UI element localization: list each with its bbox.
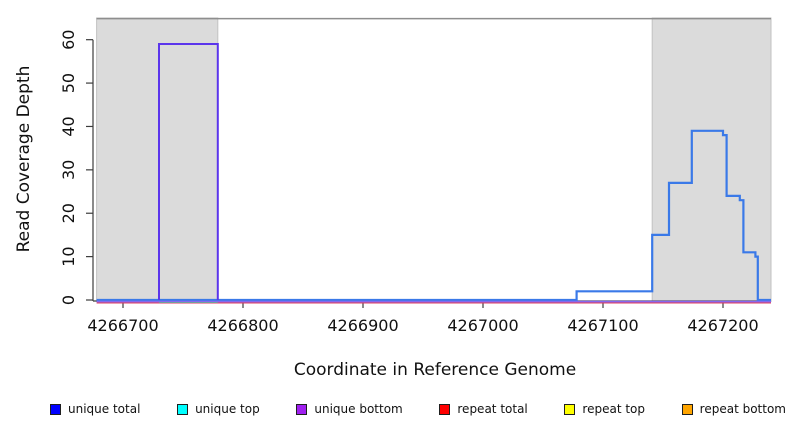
x-axis-title: Coordinate in Reference Genome (293, 360, 577, 380)
legend-item-repeat-bottom: repeat bottom (681, 402, 786, 416)
x-tick-label: 4267100 (567, 316, 638, 335)
y-tick-label: 10 (59, 246, 78, 266)
x-tick-label: 4266700 (87, 316, 158, 335)
unique-bottom-swatch-icon (296, 403, 308, 415)
legend: unique total unique top unique bottom repea… (50, 400, 786, 418)
legend-item-unique-top: unique top (177, 402, 260, 416)
y-tick-label: 50 (59, 73, 78, 93)
legend-item-repeat-top: repeat top (564, 402, 645, 416)
legend-item-unique-total: unique total (50, 402, 140, 416)
legend-label: unique top (195, 402, 260, 416)
legend-label: repeat bottom (699, 402, 786, 416)
legend-item-unique-bottom: unique bottom (296, 402, 403, 416)
legend-label: unique bottom (314, 402, 403, 416)
unique-total-swatch-icon (50, 403, 61, 415)
y-axis-title: Read Coverage Depth (14, 65, 34, 253)
x-tick-label: 4266900 (327, 316, 398, 335)
y-tick-label: 40 (59, 116, 78, 136)
right-gray-region (651, 17, 772, 302)
x-tick-label: 4266800 (207, 316, 278, 335)
legend-label: repeat total (457, 402, 528, 416)
series-line-unique-bottom-peak (158, 43, 219, 300)
x-tick-label: 4267000 (447, 316, 518, 335)
y-tick-label: 0 (59, 295, 78, 305)
legend-label: unique total (68, 402, 141, 416)
legend-label: repeat top (582, 402, 646, 416)
y-tick-label: 20 (59, 203, 78, 223)
repeat-bottom-swatch-icon (681, 403, 693, 415)
repeat-total-swatch-icon (439, 403, 451, 415)
left-gray-region (96, 17, 219, 302)
y-tick-label: 30 (59, 160, 78, 180)
legend-item-repeat-total: repeat total (439, 402, 528, 416)
unique-top-swatch-icon (177, 403, 189, 415)
x-tick-label: 4267200 (687, 316, 758, 335)
repeat-top-swatch-icon (564, 403, 576, 415)
plot-canvas: 4266700 4266800 4266900 4267000 4267100 42672… (59, 17, 772, 335)
y-tick-label: 60 (59, 30, 78, 50)
series-line-unique-total (96, 129, 771, 302)
